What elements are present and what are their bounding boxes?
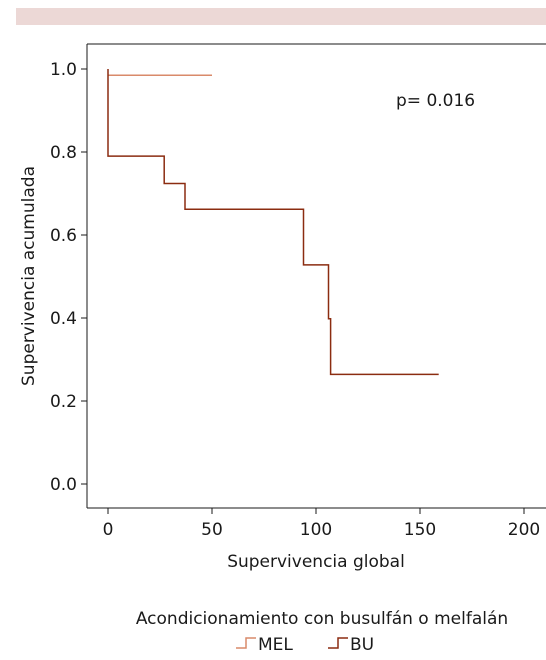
x-tick-label: 100 [300,520,332,540]
x-tick-label: 50 [201,520,223,540]
x-tick-label: 0 [103,520,114,540]
p-value-annotation: p= 0.016 [396,91,475,111]
y-axis-title: Supervivencia acumulada [19,166,39,386]
y-tick-label: 0.0 [50,475,77,495]
plot-frame [86,43,546,509]
legend-label-mel: MEL [258,635,293,655]
y-tick-label: 0.6 [50,226,77,246]
header-band [16,8,546,25]
legend-swatch-bu [328,637,348,649]
y-tick-label: 0.4 [50,309,77,329]
series-line-bu [107,69,439,376]
x-ticks: 0 50 100 150 200 [103,508,540,540]
x-axis-title: Supervivencia global [227,552,405,572]
series-layer [107,69,439,376]
y-tick-label: 0.8 [50,143,77,163]
legend-title: Acondicionamiento con busulfán o melfalá… [136,609,508,629]
x-tick-label: 150 [404,520,436,540]
y-ticks: 0.0 0.2 0.4 0.6 0.8 1.0 [50,60,87,495]
legend-swatch-mel [236,637,256,649]
y-tick-label: 0.2 [50,392,77,412]
x-tick-label: 200 [508,520,540,540]
legend-label-bu: BU [350,635,374,655]
y-tick-label: 1.0 [50,60,77,80]
legend: MEL BU [236,635,374,655]
